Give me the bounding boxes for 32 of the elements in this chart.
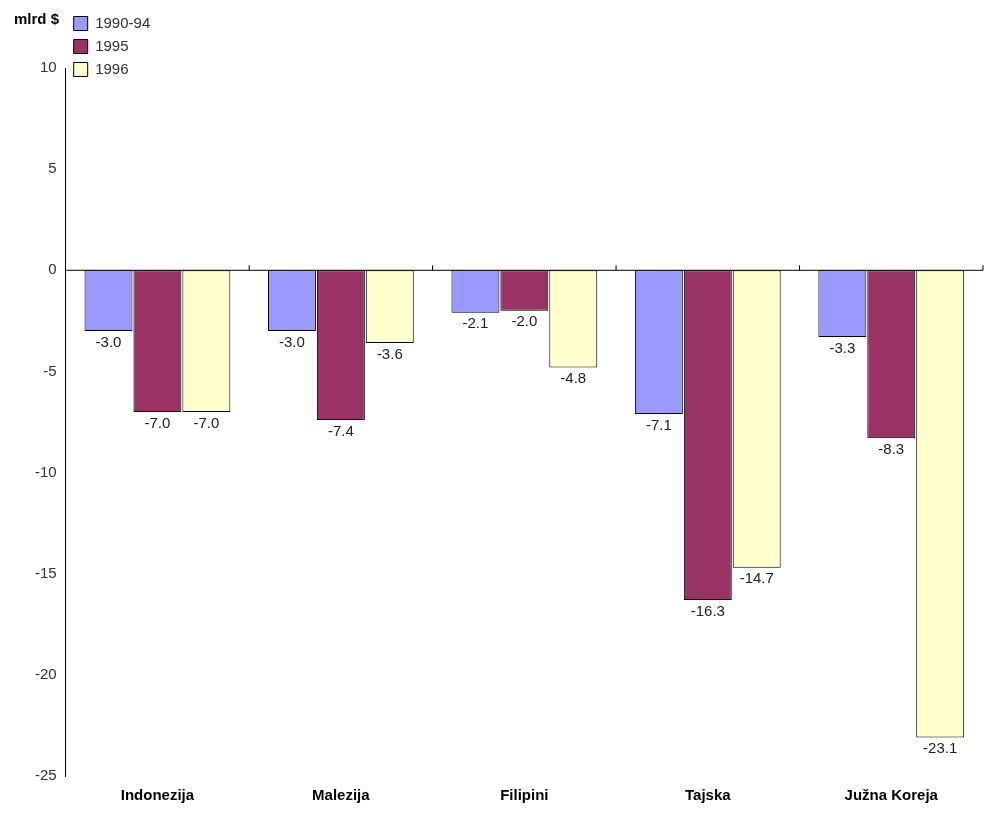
y-axis-title: mlrd $ bbox=[14, 9, 60, 27]
data-label: -4.8 bbox=[560, 369, 587, 387]
data-label: -3.0 bbox=[279, 332, 305, 350]
data-label: -3.6 bbox=[376, 344, 403, 362]
data-label: -2.1 bbox=[462, 314, 489, 332]
x-tick-label: Tajska bbox=[685, 786, 732, 804]
y-tick-label: 0 bbox=[48, 260, 57, 278]
y-tick-label: -5 bbox=[43, 361, 57, 379]
y-tick-label: -20 bbox=[34, 665, 57, 682]
x-tick-label: Indonezija bbox=[120, 786, 195, 804]
data-label: -14.7 bbox=[739, 569, 774, 587]
y-tick-label: -15 bbox=[34, 563, 57, 581]
data-label: -7.0 bbox=[144, 413, 171, 431]
data-label: -2.0 bbox=[511, 312, 538, 330]
y-tick-label: 5 bbox=[48, 159, 57, 177]
x-tick-label: Južna Koreja bbox=[844, 786, 939, 804]
data-label: -7.4 bbox=[327, 421, 354, 439]
data-label: -16.3 bbox=[690, 601, 725, 619]
data-label: -7.1 bbox=[645, 415, 672, 433]
y-tick-label: 10 bbox=[39, 58, 57, 76]
y-tick-label: -10 bbox=[34, 462, 57, 480]
legend-label: 1995 bbox=[95, 36, 129, 54]
legend-label: 1990-94 bbox=[95, 13, 151, 31]
data-label: -8.3 bbox=[878, 439, 905, 457]
data-label: -3.3 bbox=[829, 338, 856, 356]
legend-label: 1996 bbox=[95, 59, 129, 77]
y-tick-label: -25 bbox=[34, 766, 57, 784]
x-tick-label: Malezija bbox=[312, 786, 371, 804]
data-label: -7.0 bbox=[193, 413, 220, 431]
x-tick-label: Filipini bbox=[500, 786, 549, 804]
data-label: -23.1 bbox=[923, 739, 958, 757]
data-label: -3.0 bbox=[95, 332, 122, 350]
